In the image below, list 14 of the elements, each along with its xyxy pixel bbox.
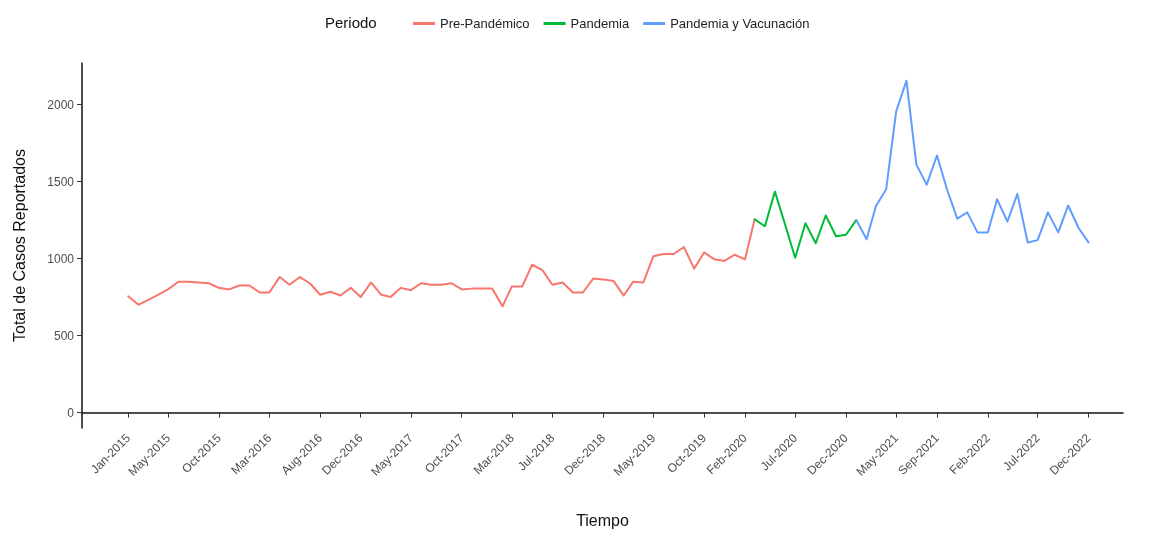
y-tick-label: 2000 [47,97,75,112]
y-tick-label: 1500 [47,174,75,189]
line-series [753,190,858,259]
y-tick-label: 500 [53,328,75,343]
line-series [855,79,1090,244]
y-tick-label: 0 [67,405,75,420]
line-series [127,218,756,308]
legend-label: Pre-Pandémico [440,16,530,31]
x-axis-title: Tiempo [576,511,629,529]
legend-title: Periodo [325,14,377,31]
y-axis-title: Total de Casos Reportados [10,149,28,342]
legend-label: Pandemia y Vacunación [670,16,810,31]
legend-label: Pandemia [570,16,630,31]
y-tick-label: 1000 [47,251,75,266]
